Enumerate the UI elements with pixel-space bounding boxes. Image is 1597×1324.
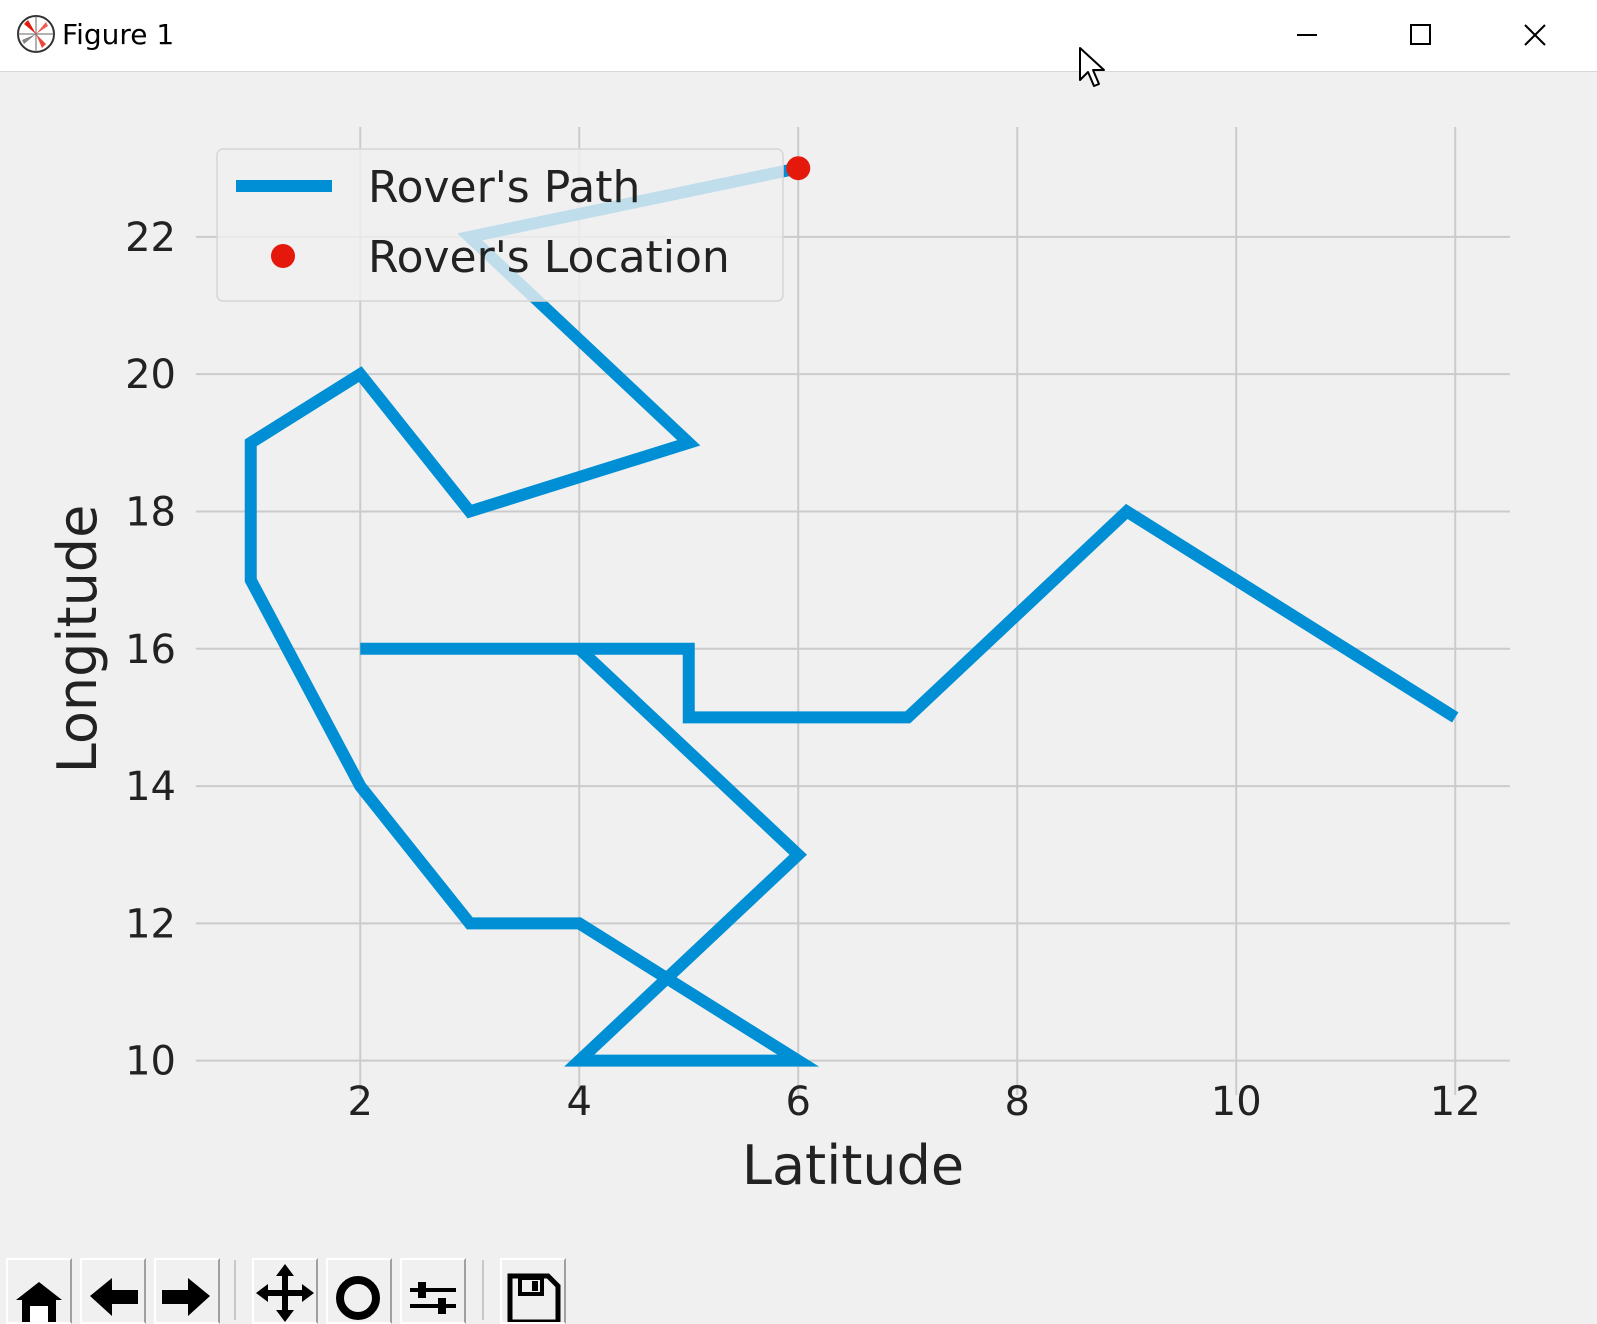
minimize-icon [1297,34,1317,36]
save-button[interactable] [500,1258,566,1324]
y-tick-label: 14 [125,764,176,810]
configure-subplots-button[interactable] [400,1258,466,1324]
back-icon [90,1278,138,1316]
close-icon [1524,24,1546,46]
x-tick-label: 2 [348,1079,373,1125]
y-tick-label: 20 [125,352,176,398]
back-button[interactable] [80,1258,146,1324]
navigation-toolbar [0,1252,1597,1324]
configure-subplots-icon [410,1282,456,1314]
legend-marker-swatch [271,244,295,268]
pan-button[interactable] [252,1258,318,1324]
title-bar: Figure 1 [0,0,1597,72]
x-tick-label: 4 [567,1079,592,1125]
matplotlib-logo-icon [17,15,55,53]
y-tick-label: 22 [125,215,176,261]
y-tick-label: 12 [125,901,176,947]
zoom-button[interactable] [326,1258,392,1324]
window-title: Figure 1 [62,18,175,51]
zoom-icon [336,1276,380,1320]
x-tick-label: 6 [786,1079,811,1125]
line-chart: 2 4 6 8 10 12 10 12 14 16 18 20 22 Rover's Path Rover… [46,127,1510,1197]
maximize-icon [1410,24,1431,45]
y-tick-label: 18 [125,489,176,535]
y-tick-label: 10 [125,1039,176,1085]
legend-label: Rover's Path [368,162,640,213]
pan-icon [256,1264,314,1322]
rover-location-marker [786,156,811,181]
rover-path-line [244,162,1459,1067]
maximize-button[interactable] [1364,0,1478,70]
toolbar-separator [482,1260,484,1320]
mouse-cursor-icon [1079,47,1105,87]
forward-icon [162,1278,210,1316]
home-icon [16,1282,62,1322]
home-button[interactable] [6,1258,72,1324]
minimize-button[interactable] [1250,0,1364,70]
forward-button[interactable] [154,1258,220,1324]
y-axis-label: Longitude [46,505,109,774]
y-tick-label: 16 [125,627,176,673]
x-axis-label: Latitude [742,1134,964,1197]
toolbar-separator [234,1260,236,1320]
figure-canvas[interactable]: 2 4 6 8 10 12 10 12 14 16 18 20 22 Rover's Path Rover… [0,72,1597,1252]
save-icon [507,1273,561,1322]
x-tick-label: 12 [1430,1079,1481,1125]
legend-box [216,148,784,302]
x-tick-label: 8 [1005,1079,1030,1125]
x-tick-label: 10 [1211,1079,1262,1125]
legend-label: Rover's Location [368,232,730,283]
close-button[interactable] [1478,0,1592,70]
